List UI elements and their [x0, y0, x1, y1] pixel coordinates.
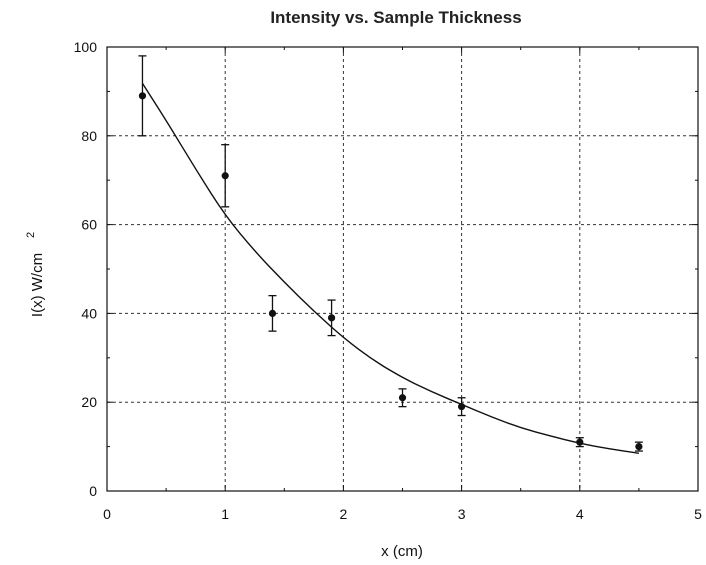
data-point [327, 299, 336, 337]
tick-marks [106, 46, 699, 492]
data-point [268, 294, 277, 332]
point-marker [268, 309, 277, 317]
y-axis-label: I(x) W/cm [29, 253, 46, 317]
data-point [457, 397, 466, 417]
x-axis-label: x (cm) [381, 543, 423, 560]
point-marker [221, 172, 229, 180]
x-tick-label: 3 [458, 506, 466, 522]
x-tick-label: 1 [221, 506, 229, 522]
y-tick-label: 80 [81, 128, 97, 144]
y-tick-label: 20 [81, 394, 97, 410]
point-marker [398, 394, 407, 402]
y-tick-labels: 0 20 40 60 80 100 [74, 39, 98, 499]
data-point [138, 55, 147, 137]
data-point [398, 388, 407, 408]
point-marker [138, 92, 147, 100]
y-tick-label: 40 [81, 305, 97, 321]
plot-frame [106, 46, 699, 492]
point-marker [327, 314, 336, 322]
data-points [138, 55, 643, 452]
y-tick-label: 100 [74, 39, 98, 55]
y-axis-label-superscript: 2 [25, 232, 37, 238]
data-point [575, 437, 584, 448]
data-point [634, 441, 643, 452]
x-tick-label: 5 [694, 506, 702, 522]
fit-curve [141, 83, 640, 454]
data-point [221, 144, 230, 208]
point-marker [635, 443, 643, 451]
x-tick-label: 4 [576, 506, 584, 522]
x-tick-labels: 0 1 2 3 4 5 [103, 506, 702, 522]
x-tick-label: 2 [340, 506, 348, 522]
y-tick-label: 0 [89, 483, 97, 499]
x-tick-label: 0 [103, 506, 111, 522]
chart-title: Intensity vs. Sample Thickness [270, 8, 521, 27]
point-marker [576, 438, 584, 446]
grid [107, 47, 698, 491]
y-tick-label: 60 [81, 217, 97, 233]
point-marker [458, 403, 466, 411]
